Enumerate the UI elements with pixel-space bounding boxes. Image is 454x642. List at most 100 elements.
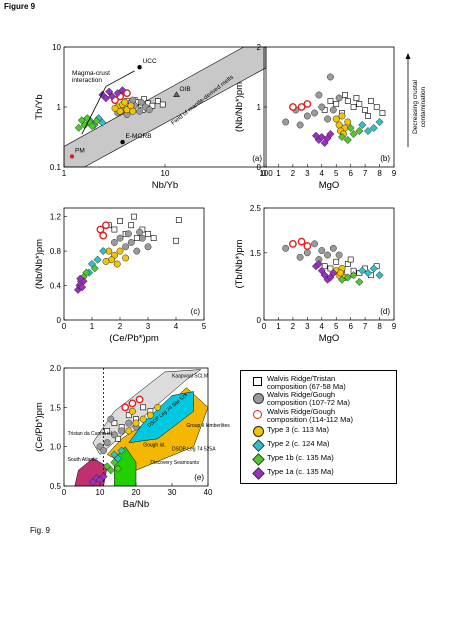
panel-d-point (318, 247, 326, 255)
panel-a-xtick-label: 100 (259, 169, 273, 178)
panel-c-point (102, 221, 110, 230)
panel-e-point (125, 427, 133, 435)
panel-e-point (110, 458, 119, 467)
panel-e-point (132, 419, 140, 427)
legend-label-line1: Walvis Ridge/Gough (267, 390, 336, 399)
panel-d-point (358, 266, 367, 275)
panel-b-xtick-label: 2 (291, 169, 296, 178)
panel-b-point (318, 103, 326, 111)
panel-c-point (113, 260, 121, 268)
panel-a-annot-interaction: interaction (72, 77, 102, 84)
panel-b-point (303, 100, 312, 108)
panel-d-xtick-label: 9 (392, 322, 397, 331)
panel-b-point (333, 101, 340, 107)
legend-item: Walvis Ridge/Tristan composition (67-58 M… (241, 375, 398, 391)
panel-c-point (102, 257, 110, 265)
panel-d-point (347, 256, 354, 263)
panel-d-xtick-label: 1 (276, 322, 281, 331)
panel-d-point (288, 239, 297, 248)
panel-a-point (129, 107, 137, 115)
panel-e-xtick-label: 30 (168, 488, 177, 497)
panel-c-point (145, 230, 151, 237)
legend-label: Walvis Ridge/Gough composition (107-72 Ma… (267, 391, 350, 407)
panel-a-point (145, 106, 153, 114)
panel-d-point (329, 244, 337, 252)
panel-c-point (116, 247, 124, 255)
panel-a-arrow-up (105, 70, 135, 87)
panel-b-xtick-label: 5 (334, 169, 339, 178)
panel-d-point (311, 240, 319, 248)
panel-d-xtick-label: 4 (320, 322, 325, 331)
panel-a-ref-pm (69, 154, 75, 159)
panel-e-point (111, 420, 118, 426)
panel-a-point (111, 104, 119, 112)
panel-c-ytick-label: 0.8 (50, 247, 62, 256)
panel-b-point (363, 126, 373, 136)
panel-c-ytick-label: 0.4 (50, 282, 62, 291)
panel-d-point (343, 273, 352, 282)
panel-a-xtick-label: 1 (62, 169, 67, 178)
panel-b-point (303, 112, 311, 120)
panel-d-point (333, 258, 340, 265)
panel-b-ytick-label: 0 (257, 163, 262, 172)
panel-b-ylabel: (Nb/Nb*)pm (234, 82, 245, 132)
panel-a-ref-e-morb (120, 139, 125, 145)
legend-label: Type 1a (c. 135 Ma) (267, 468, 334, 476)
panel-d-point (321, 263, 328, 270)
panel-c-point (110, 239, 118, 246)
panel-e-point (118, 427, 126, 435)
panel-d-point (369, 264, 378, 273)
legend-symbol-icon (253, 393, 264, 404)
panel-b-annot-1: Decreasing crustal (412, 80, 419, 134)
legend-label: Type 2 (c. 124 Ma) (267, 440, 330, 448)
panel-d-point (296, 253, 304, 261)
panel-a-ref-label: E-MORB (126, 133, 152, 140)
panel-e-point (128, 399, 137, 408)
panel-d-ytick-label: 2.5 (250, 204, 262, 213)
panel-c-point (99, 231, 108, 240)
panel-a-point (121, 98, 129, 106)
legend-label-line2: composition (67-58 Ma) (267, 382, 346, 391)
panel-c-xtick-label: 4 (174, 322, 179, 331)
panel-b-point (379, 110, 386, 116)
panel-c-point (150, 235, 157, 242)
panel-e-point (104, 428, 111, 434)
legend-item: Type 2 (c. 124 Ma) (241, 438, 398, 452)
panel-b-ytick-label: 2 (257, 43, 262, 52)
panel-b-point (350, 104, 357, 110)
panel-d-xtick-label: 5 (334, 322, 339, 331)
panel-d-point (314, 259, 323, 269)
panel-b-xtick-label: 8 (377, 169, 382, 178)
legend-symbol-icon (253, 377, 262, 386)
panel-c-point (122, 254, 130, 262)
panel-a-point (108, 92, 117, 101)
panel-b-point (288, 103, 297, 111)
panel-c-xtick-label: 5 (202, 322, 207, 331)
figure-title: Figure 9 (4, 2, 36, 11)
panel-e-xtick-label: 40 (204, 488, 213, 497)
panel-e-ytick-label: 1.0 (50, 443, 62, 452)
panel-c-point (124, 230, 132, 238)
panel-a-point (83, 114, 92, 123)
panel-c-point (90, 264, 99, 273)
panel-a-ylabel: Th/Yb (34, 94, 45, 119)
panel-e-point (106, 466, 115, 475)
panel-b-point (332, 115, 340, 123)
panel-d-point (344, 261, 351, 267)
panel-b-xtick-label: 1 (276, 169, 281, 178)
legend-symbol-icon (253, 426, 264, 437)
panel-d-letter: (d) (380, 307, 390, 316)
panel-c-point (128, 222, 135, 229)
panel-a-ytick-label: 10 (52, 43, 61, 52)
panel-c-xlabel: (Ce/Pb*)pm (109, 333, 159, 344)
panel-d-ytick-label: 0 (257, 316, 262, 325)
panel-c-point (76, 274, 85, 283)
panel-b-point (327, 98, 334, 104)
panel-e-xtick-label: 0 (62, 488, 67, 497)
panel-c-point (131, 213, 137, 220)
panel-c-point (136, 228, 144, 236)
panel-d-xtick-label: 0 (262, 322, 267, 331)
panel-e-letter: (e) (194, 473, 204, 482)
panel-a-point (116, 107, 124, 115)
panel-e-xtick-label: 10 (96, 488, 105, 497)
